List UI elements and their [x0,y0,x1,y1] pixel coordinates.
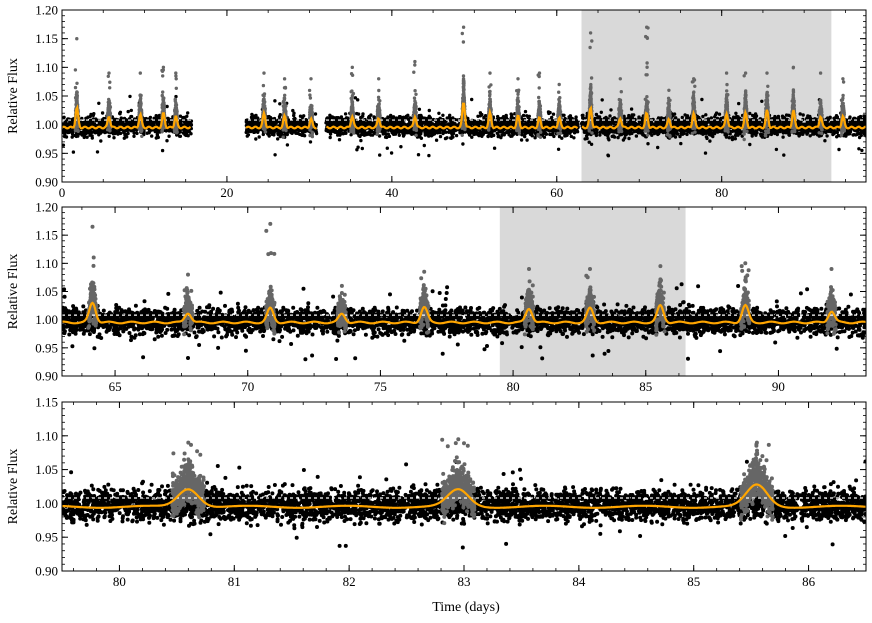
x-tick-label: 85 [687,574,700,589]
full-light-curve-panel: 0 20 40 60 80 0.90 0.95 1.00 1.05 1.10 1.15 1.20 Rel… [6,3,868,201]
y-tick-label: 1.15 [35,31,58,46]
y-tick-label: 0.95 [35,146,58,161]
x-tick-label: 70 [241,379,254,394]
x-tick-label: 0 [59,185,66,200]
x-tick-label: 90 [772,379,785,394]
x-tick-label: 81 [228,574,241,589]
detail-light-curve-panel: 80 81 82 83 84 85 86 0.90 0.95 1.00 1.05 1.10 1.15 Re… [6,395,868,590]
y-tick-label: 1.20 [35,200,58,215]
y-tick-label: 1.10 [35,428,58,443]
x-tick-label: 85 [639,379,652,394]
x-tick-label: 80 [113,574,126,589]
x-tick-label: 82 [343,574,356,589]
x-tick-label: 20 [220,185,233,200]
flare-points [418,270,430,335]
x-tick-label: 83 [458,574,471,589]
y-axis-label: Relative Flux [6,254,21,330]
y-tick-label: 1.10 [35,60,58,75]
flare-points [282,77,288,139]
flare-points [137,71,143,138]
x-tick-label: 60 [550,185,563,200]
data-points [60,222,868,361]
flare-points [336,284,349,335]
y-ticks: 0.90 0.95 1.00 1.05 1.10 1.15 1.20 [35,200,866,384]
x-tick-label: 80 [507,379,520,394]
flare-points [825,267,837,336]
x-tick-label: 86 [802,574,816,589]
y-tick-label: 1.20 [35,3,58,18]
y-tick-label: 1.05 [35,284,58,299]
y-tick-label: 1.00 [35,312,58,327]
y-tick-label: 0.90 [35,564,58,579]
x-ticks: 65 70 75 80 85 90 [82,207,845,394]
y-tick-label: 1.05 [35,89,58,104]
y-tick-label: 0.95 [35,340,58,355]
x-tick-label: 84 [572,574,586,589]
y-tick-label: 1.10 [35,256,58,271]
y-tick-label: 1.05 [35,462,58,477]
x-axis-label: Time (days) [432,600,500,615]
zoom-light-curve-panel: 65 70 75 80 85 90 0.90 0.95 1.00 1.05 1.10 1.15 1.20… [6,200,868,395]
flare-points [739,261,751,331]
x-tick-label: 40 [385,185,398,200]
x-tick-label: 65 [109,379,122,394]
y-tick-label: 0.90 [35,175,58,190]
y-tick-label: 0.95 [35,530,58,545]
y-axis-label: Relative Flux [6,58,21,134]
y-tick-label: 1.00 [35,117,58,132]
y-tick-label: 0.90 [35,369,58,384]
data-points [60,437,868,549]
y-tick-label: 1.15 [35,395,58,410]
y-axis-label: Relative Flux [6,449,21,525]
y-tick-label: 1.00 [35,496,58,511]
x-tick-label: 75 [374,379,387,394]
x-tick-label: 80 [715,185,728,200]
y-tick-label: 1.15 [35,228,58,243]
